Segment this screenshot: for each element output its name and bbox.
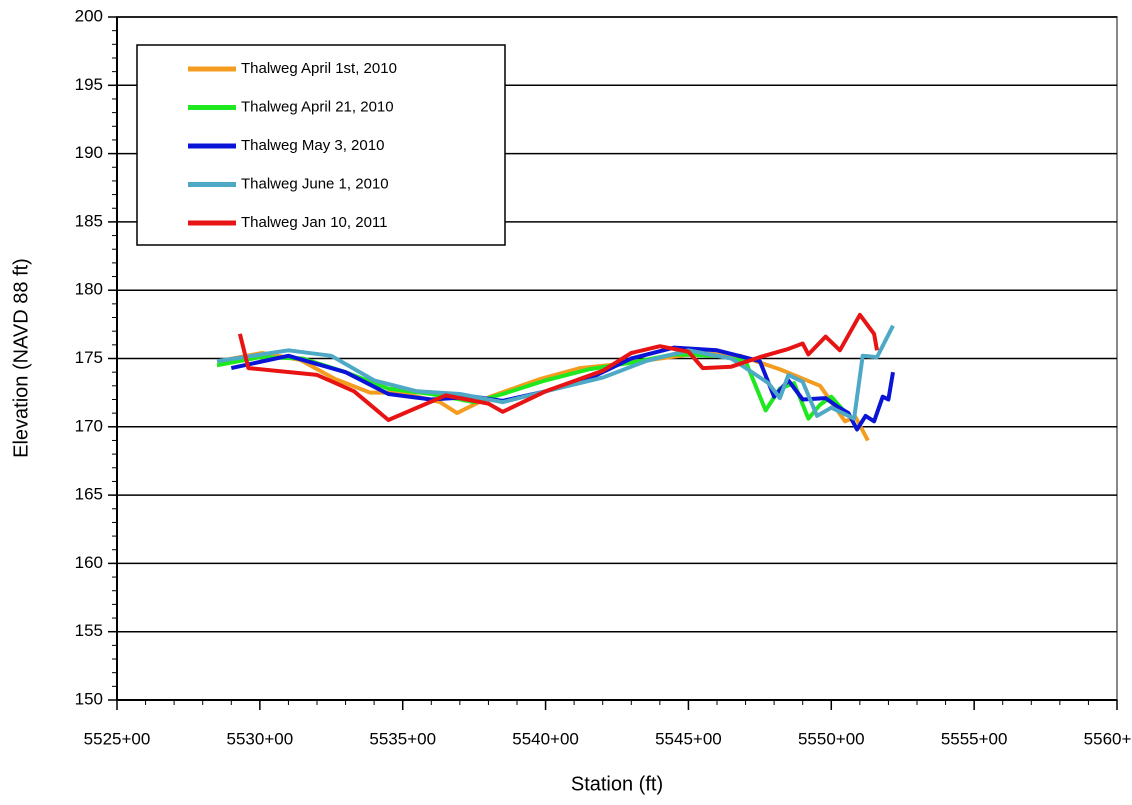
legend-label: Thalweg April 1st, 2010 bbox=[241, 60, 397, 77]
y-tick-label: 195 bbox=[75, 75, 103, 94]
y-tick-label: 180 bbox=[75, 280, 103, 299]
y-tick-label: 165 bbox=[75, 485, 103, 504]
y-tick-label: 155 bbox=[75, 621, 103, 640]
x-tick-label: 5525+00 bbox=[84, 729, 151, 748]
x-tick-label: 5555+00 bbox=[941, 729, 1008, 748]
legend-label: Thalweg May 3, 2010 bbox=[241, 137, 384, 154]
y-tick-label: 150 bbox=[75, 689, 103, 708]
legend-label: Thalweg June 1, 2010 bbox=[241, 175, 389, 192]
x-tick-label: 5550+00 bbox=[798, 729, 865, 748]
y-tick-label: 200 bbox=[75, 6, 103, 25]
x-tick-label: 5545+00 bbox=[655, 729, 722, 748]
y-tick-label: 160 bbox=[75, 553, 103, 572]
y-tick-label: 190 bbox=[75, 143, 103, 162]
x-tick-label: 5535+00 bbox=[369, 729, 436, 748]
legend-label: Thalweg Jan 10, 2011 bbox=[241, 214, 388, 231]
series-line bbox=[217, 351, 870, 442]
y-tick-label: 170 bbox=[75, 416, 103, 435]
y-axis-title: Elevation (NAVD 88 ft) bbox=[10, 258, 32, 458]
legend: Thalweg April 1st, 2010 Thalweg April 21,… bbox=[136, 44, 506, 246]
y-tick-label: 175 bbox=[75, 348, 103, 367]
legend-label: Thalweg April 21, 2010 bbox=[241, 98, 394, 115]
x-tick-label: 5530+00 bbox=[227, 729, 294, 748]
x-axis-title: Station (ft) bbox=[571, 773, 663, 795]
x-tick-label: 5540+00 bbox=[512, 729, 579, 748]
series-line bbox=[216, 324, 895, 421]
x-tick-label: 5560+00 bbox=[1084, 729, 1132, 748]
y-tick-label: 185 bbox=[75, 211, 103, 230]
series-line bbox=[237, 312, 879, 422]
